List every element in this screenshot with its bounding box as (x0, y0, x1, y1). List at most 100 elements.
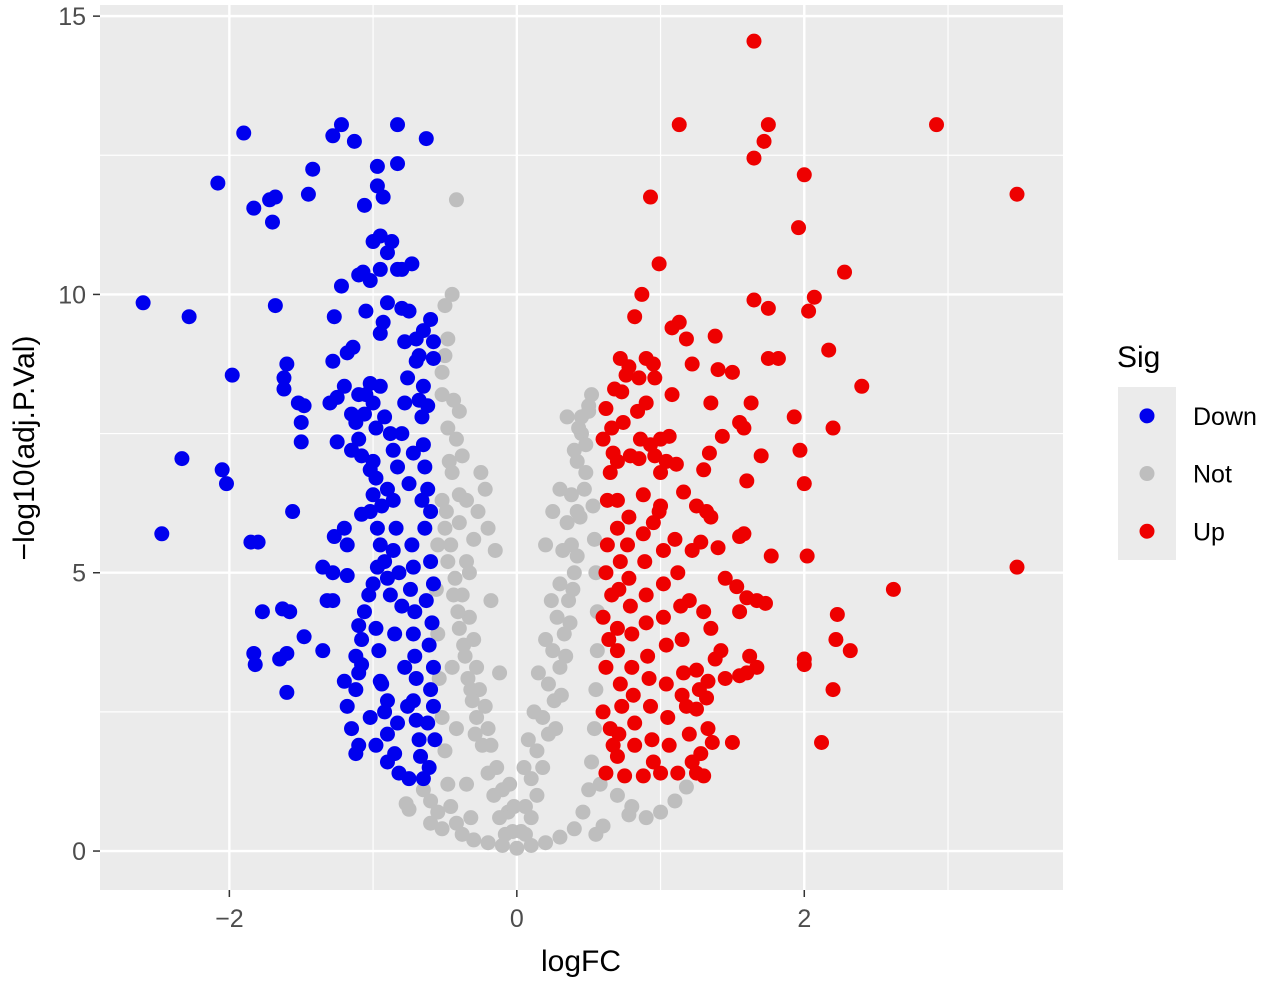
point-up (631, 451, 647, 467)
point-up (828, 632, 844, 648)
point-up (829, 606, 845, 622)
point-not (584, 387, 600, 403)
point-up (644, 732, 660, 748)
point-not (430, 626, 446, 642)
point-down (348, 746, 364, 762)
point-not (506, 799, 522, 815)
point-down (354, 448, 370, 464)
point-not (653, 804, 669, 820)
point-not (609, 787, 625, 803)
point-up (796, 657, 812, 673)
point-not (538, 835, 554, 851)
point-up (757, 595, 773, 611)
point-down (181, 309, 197, 325)
point-up (678, 698, 694, 714)
point-not (423, 793, 439, 809)
point-up (696, 604, 712, 620)
point-down (362, 375, 378, 391)
point-not (440, 420, 456, 436)
point-down (325, 565, 341, 581)
point-down (369, 178, 385, 194)
point-up (642, 698, 658, 714)
point-down (379, 726, 395, 742)
point-not (559, 409, 575, 425)
point-up (885, 581, 901, 597)
point-up (655, 542, 671, 558)
point-not (556, 626, 572, 642)
point-not (571, 420, 587, 436)
point-not (523, 837, 539, 853)
point-down (362, 709, 378, 725)
point-not (492, 665, 508, 681)
point-not (464, 693, 480, 709)
point-not (446, 392, 462, 408)
point-down (423, 554, 439, 570)
point-down (374, 676, 390, 692)
point-up (645, 754, 661, 770)
point-not (450, 604, 466, 620)
point-down (372, 537, 388, 553)
point-not (477, 698, 493, 714)
point-up (724, 364, 740, 380)
legend-key-up (1139, 523, 1155, 539)
point-down (214, 462, 230, 478)
point-down (356, 406, 372, 422)
point-down (368, 470, 384, 486)
point-down (267, 189, 283, 205)
point-up (617, 768, 633, 784)
point-not (562, 615, 578, 631)
point-up (670, 765, 686, 781)
point-down (355, 264, 371, 280)
point-down (407, 604, 423, 620)
point-up (647, 370, 663, 386)
point-down (135, 295, 151, 311)
point-not (470, 504, 486, 520)
point-not (545, 504, 561, 520)
point-up (658, 676, 674, 692)
point-down (385, 542, 401, 558)
point-up (736, 526, 752, 542)
point-up (641, 670, 657, 686)
point-up (631, 370, 647, 386)
point-not (440, 331, 456, 347)
legend: Sig Down Not Up (1117, 341, 1257, 560)
point-not (466, 832, 482, 848)
point-up (621, 509, 637, 525)
point-down (382, 587, 398, 603)
point-up (627, 737, 643, 753)
point-up (1009, 186, 1025, 202)
point-up (746, 150, 762, 166)
point-not (552, 829, 568, 845)
point-not (437, 743, 453, 759)
point-up (796, 167, 812, 183)
point-not (447, 570, 463, 586)
point-down (344, 721, 360, 737)
point-up (598, 565, 614, 581)
point-down (368, 420, 384, 436)
point-up (602, 465, 618, 481)
point-down (329, 434, 345, 450)
legend-title: Sig (1117, 341, 1160, 374)
point-up (791, 220, 807, 236)
point-up (645, 356, 661, 372)
point-down (296, 629, 312, 645)
point-not (463, 810, 479, 826)
point-down (425, 659, 441, 675)
point-up (618, 367, 634, 383)
point-up (684, 356, 700, 372)
point-not (444, 286, 460, 302)
point-down (407, 648, 423, 664)
point-not (480, 520, 496, 536)
point-down (397, 334, 413, 350)
point-not (440, 776, 456, 792)
point-up (632, 431, 648, 447)
point-down (411, 348, 427, 364)
point-up (609, 643, 625, 659)
point-down (405, 626, 421, 642)
point-down (325, 353, 341, 369)
point-up (640, 648, 656, 664)
point-not (559, 515, 575, 531)
x-tick-label: −2 (215, 905, 244, 933)
y-tick-label: 0 (72, 838, 86, 866)
point-up (710, 362, 726, 378)
